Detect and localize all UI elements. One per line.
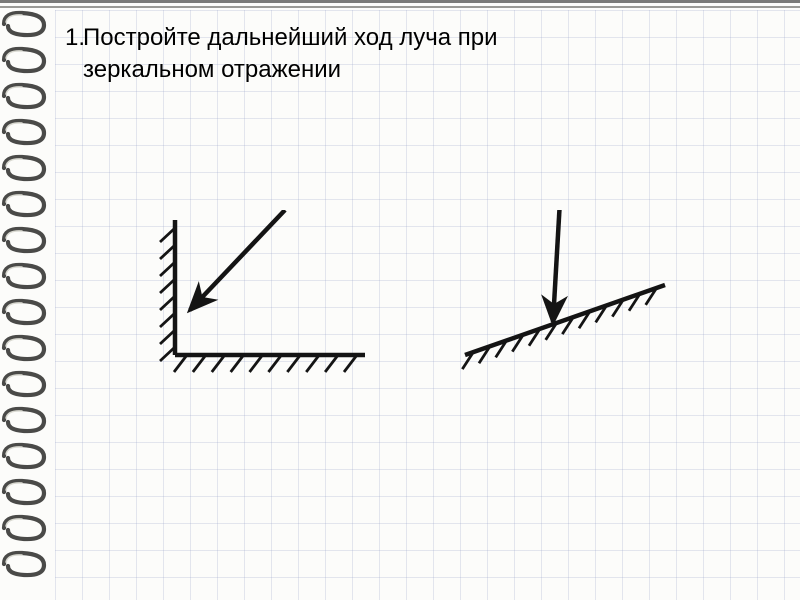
diagram-svg	[135, 210, 675, 410]
task-number: 1.	[65, 22, 83, 54]
task-line2: зеркальном отражении	[83, 56, 341, 83]
task-line1: Постройте дальнейший ход луча при	[83, 24, 498, 51]
task-text: 1.Постройте дальнейший ход луча при зерк…	[65, 22, 498, 87]
diagrams-container	[135, 210, 675, 410]
spiral-binding	[0, 10, 55, 600]
